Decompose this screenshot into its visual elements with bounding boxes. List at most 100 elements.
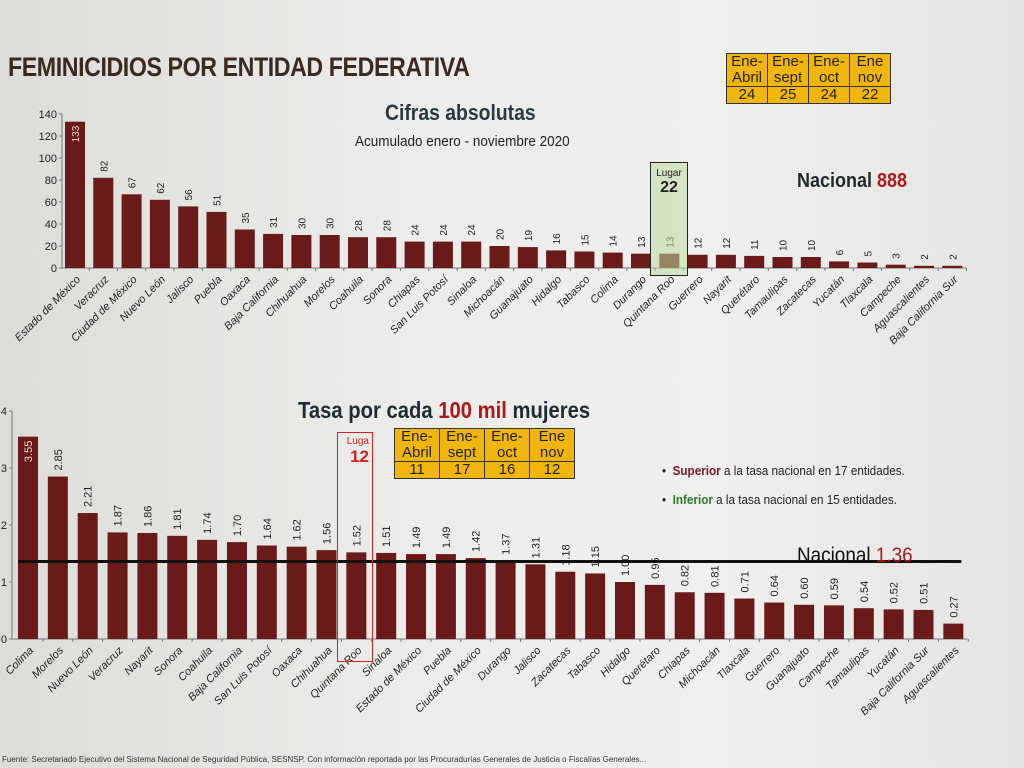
data-label: 20 [496,228,507,240]
data-label: 24 [467,224,478,236]
y-tick-label: 60 [45,197,57,209]
table-header: Ene- Abril [394,428,440,462]
data-label: 12 [722,237,733,249]
bar [137,532,158,639]
data-label: 0.52 [889,582,901,603]
y-tick-label: 0 [51,263,57,275]
bar [93,177,114,268]
table-cell: 17 [439,461,485,479]
data-label: 24 [439,224,450,236]
data-label: 30 [297,217,308,229]
bar [885,264,906,268]
data-label: 0.71 [739,571,751,592]
table-cell: 24 [808,86,850,104]
table-header: Ene-oct [808,53,850,87]
data-label: 1.56 [322,523,334,544]
bar [167,535,188,639]
data-label: 3 [892,253,903,259]
bar [602,252,623,268]
bar [465,558,486,639]
bar [178,206,199,268]
y-tick-label: 4 [1,406,7,418]
bar [348,237,368,268]
data-label: 1.37 [501,533,513,554]
bar [687,254,708,268]
bar [404,241,425,268]
table-header-row: Ene- Abril Ene-sept Ene-oct Ene nov [726,53,891,87]
bar [489,246,510,268]
data-label: 1.31 [530,537,542,558]
bar [704,592,725,639]
table-row: 11 17 16 12 [394,461,575,479]
bar [406,554,427,639]
data-label: 82 [99,160,110,172]
data-label: 1.70 [232,515,244,536]
y-tick-label: 3 [1,463,7,475]
data-label: 12 [694,237,705,249]
bar [376,552,397,639]
bar [256,545,277,639]
bar [495,560,516,639]
bar [555,571,576,639]
data-label: 0.81 [710,565,722,586]
y-tick-label: 100 [39,153,57,165]
data-label: 1.52 [351,525,363,546]
page-title: FEMINICIDIOS POR ENTIDAD FEDERATIVA [8,52,470,82]
data-label: 1.42 [471,531,483,552]
bar [65,121,85,268]
data-label: 1.15 [590,546,602,567]
y-tick-label: 120 [39,131,57,143]
x-tick-label: Nayarit [122,644,156,678]
rank-table-absolute: Ene- Abril Ene-sept Ene-oct Ene nov 24 25 … [726,53,891,104]
table-cell: 12 [529,461,575,479]
note-inferior: • Inferior a la tasa nacional en 15 enti… [662,492,898,507]
x-tick-label: Durango [475,645,513,683]
data-label: 19 [524,230,535,242]
table-cell: 22 [849,86,891,104]
data-label: 0.59 [829,578,841,599]
bar [644,584,665,639]
data-label: 3.55 [23,441,35,462]
bar [263,233,284,268]
data-label: 1.49 [441,527,453,548]
bar [435,554,456,639]
data-label: 1.86 [142,506,154,527]
data-label: 10 [807,239,818,251]
bar [517,247,538,268]
bar [525,564,546,639]
bar [853,608,874,639]
data-label: 28 [354,220,365,232]
chart1-title: Cifras absolutas [385,100,536,125]
table-header-row: Ene- Abril Ene-sept Ene-oct Ene nov [394,428,575,462]
bar [772,257,793,268]
data-label: 1.62 [292,519,304,540]
data-label: 14 [609,235,620,247]
y-tick-label: 20 [45,241,57,253]
table-header: Ene- Abril [726,53,768,87]
data-label: 1.64 [262,518,274,539]
bar [77,513,98,639]
table-cell: 24 [726,86,768,104]
bar [319,235,340,268]
y-tick-label: 2 [1,520,7,532]
x-tick-label: Tabasco [566,645,604,683]
bar [546,250,567,268]
table-header: Ene nov [529,428,575,462]
bar [286,546,307,639]
national-rate: Nacional 1.36 [797,544,913,567]
bar [823,605,844,639]
data-label: 35 [241,212,252,224]
data-label: 1.00 [620,555,632,576]
data-label: 28 [382,220,393,232]
bar [744,255,765,268]
bar [883,609,904,639]
table-row: 24 25 24 22 [726,86,891,104]
bar [715,254,736,268]
data-label: 0.64 [769,575,781,596]
bar [121,194,142,268]
data-label: 0.54 [859,581,871,602]
table-cell: 11 [394,461,440,479]
data-label: 2 [948,254,959,260]
data-label: 2.21 [83,486,95,507]
